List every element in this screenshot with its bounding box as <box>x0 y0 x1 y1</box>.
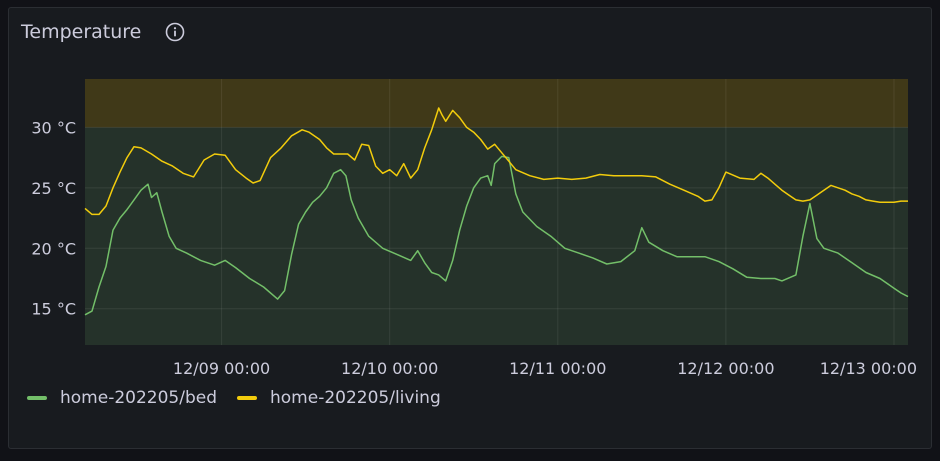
y-tick-label: 30 °C <box>31 118 76 137</box>
threshold-band <box>85 79 908 128</box>
panel-title: Temperature <box>21 21 142 43</box>
y-tick-label: 20 °C <box>31 239 76 258</box>
x-tick-label: 12/13 00:00 <box>820 359 917 378</box>
panel-header: Temperature <box>21 17 185 47</box>
threshold-band <box>85 127 908 345</box>
y-tick-label: 25 °C <box>31 179 76 198</box>
x-tick-label: 12/10 00:00 <box>341 359 438 378</box>
legend-item-living[interactable]: home-202205/living <box>237 388 441 408</box>
series-line-living <box>84 107 908 216</box>
legend-label-living: home-202205/living <box>270 388 441 408</box>
legend-label-bed: home-202205/bed <box>60 388 217 408</box>
chart-legend: home-202205/bed home-202205/living <box>27 388 461 408</box>
info-circle-icon[interactable] <box>165 22 185 42</box>
series-line-bed <box>84 155 909 316</box>
legend-swatch-living <box>237 396 257 400</box>
x-tick-label: 12/11 00:00 <box>509 359 606 378</box>
chart-panel <box>8 7 932 449</box>
x-tick-label: 12/09 00:00 <box>173 359 270 378</box>
x-tick-label: 12/12 00:00 <box>677 359 774 378</box>
legend-item-bed[interactable]: home-202205/bed <box>27 388 217 408</box>
y-tick-label: 15 °C <box>31 300 76 319</box>
legend-swatch-bed <box>27 396 47 400</box>
